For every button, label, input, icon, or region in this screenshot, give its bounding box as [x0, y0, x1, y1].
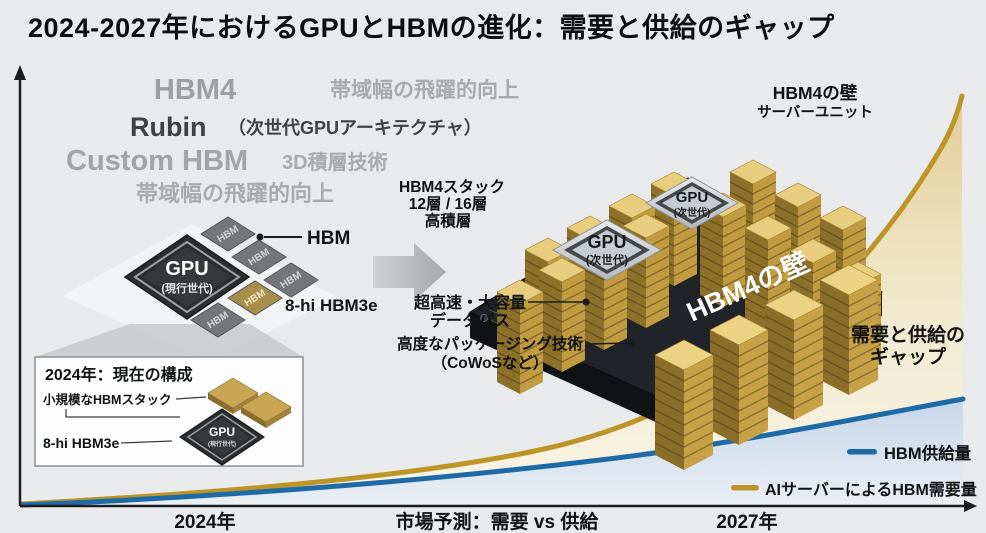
gpu-gen-label: (現行世代) — [161, 281, 213, 295]
gpu-gen-label: (次世代) — [674, 206, 711, 219]
supply-area — [22, 399, 963, 505]
stack-label-1: HBM4スタック — [399, 178, 505, 196]
datapath-label-2: データパス — [430, 311, 510, 330]
keyword-hbm4: HBM4 — [154, 74, 236, 106]
gpu-label: GPU — [587, 232, 626, 252]
keyword-3d-stacking: 3D積層技術 — [282, 150, 388, 174]
x-label-2024: 2024年 — [174, 510, 235, 533]
packaging-dot — [627, 339, 635, 347]
server-unit-title-line1: HBM4の壁 — [773, 83, 858, 103]
keyword-rubin-sub: （次世代GPUアーキテクチャ） — [228, 117, 482, 138]
gap-annotation-line2: ギャップ — [870, 345, 947, 368]
gpu-label: GPU — [676, 189, 709, 206]
x-axis-labels: 2024年 市場予測：需要 vs 供給 2027年 — [174, 510, 777, 533]
keyword-cloud: HBM4 帯域幅の飛躍的向上 Rubin （次世代GPUアーキテクチャ） Cus… — [66, 74, 519, 206]
transition-arrow-icon — [373, 243, 446, 301]
gpu-box-die: GPU (現行世代) — [178, 408, 266, 466]
server-unit-render: GPU (次世代) GPU (次世代) HBM4の壁 — [468, 159, 884, 471]
hbm-callout: HBM — [256, 228, 350, 249]
hbm3e-callout-label: 8-hi HBM3e — [285, 296, 378, 315]
gpu-gen-label: (次世代) — [586, 253, 628, 267]
hbm-die-group: HBM HBM HBM HBM HBM — [190, 216, 319, 338]
datapath-label-1: 超高速・大容量 — [413, 293, 526, 312]
gpu-current-die: GPU (現行世代) — [123, 234, 251, 320]
keyword-rubin: Rubin — [130, 112, 206, 142]
server-unit-title-line2: サーバーユニット — [757, 104, 873, 121]
box-2024-config: 2024年：現在の構成 小規模なHBMスタック 8-hi HBM3e GPU (… — [34, 356, 304, 467]
gpu-label: GPU — [209, 425, 235, 439]
x-label-forecast: 市場予測：需要 vs 供給 — [396, 510, 600, 533]
render-annotations: HBM4スタック 12層 / 16層 高積層 超高速・大容量 データパス 高度な… — [397, 178, 635, 372]
gpu-label: GPU — [165, 258, 208, 280]
demand-legend-label: AIサーバーによるHBM需要量 — [765, 480, 977, 499]
keyword-custom-hbm: Custom HBM — [66, 145, 248, 177]
gap-annotation-line1: 需要と供給の — [851, 323, 965, 346]
screw-icon — [480, 314, 488, 322]
gpu-nextgen-front: GPU (次世代) — [551, 219, 663, 281]
y-axis-arrow-icon — [14, 65, 26, 80]
hbm-callout-label: HBM — [307, 228, 350, 249]
supply-curve — [19, 396, 966, 508]
packaging-label-1: 高度なパッケージング技術 — [397, 334, 583, 353]
current-gen-diagram: HBM HBM HBM HBM HBM GPU (現行世代) HBM 8-hi … — [35, 216, 378, 362]
keyword-bandwidth-top: 帯域幅の飛躍的向上 — [330, 78, 519, 102]
supply-legend-swatch — [847, 449, 877, 455]
box-2024-hbm3e-label: 8-hi HBM3e — [43, 435, 119, 451]
x-axis-arrow-icon — [964, 500, 977, 512]
stack-label-3: 高積層 — [425, 211, 472, 230]
box-2024-small-stack-label: 小規模なHBMスタック — [42, 392, 171, 407]
stack-label-2: 12層 / 16層 — [409, 195, 487, 213]
supply-legend-label: HBM供給量 — [884, 443, 972, 463]
server-unit-title: HBM4の壁 サーバーユニット — [757, 83, 873, 121]
page-title: 2024-2027年におけるGPUとHBMの進化：需要と供給のギャップ — [28, 13, 835, 43]
box-2024-title: 2024年：現在の構成 — [45, 365, 193, 384]
packaging-label-2: （CoWoSなど） — [432, 354, 549, 372]
gpu-nextgen-back: GPU (次世代) — [644, 176, 740, 230]
datapath-dot — [582, 298, 590, 306]
chart-legend: HBM供給量 AIサーバーによるHBM需要量 — [731, 443, 977, 499]
demand-legend-swatch — [731, 485, 759, 491]
gpu-gen-label: (現行世代) — [208, 440, 236, 448]
x-label-2027: 2027年 — [716, 510, 777, 533]
gap-annotation: 需要と供給の ギャップ — [851, 323, 965, 368]
axes — [14, 65, 977, 512]
zoom-beam — [35, 324, 303, 357]
keyword-bandwidth-bottom: 帯域幅の飛躍的向上 — [136, 181, 334, 206]
